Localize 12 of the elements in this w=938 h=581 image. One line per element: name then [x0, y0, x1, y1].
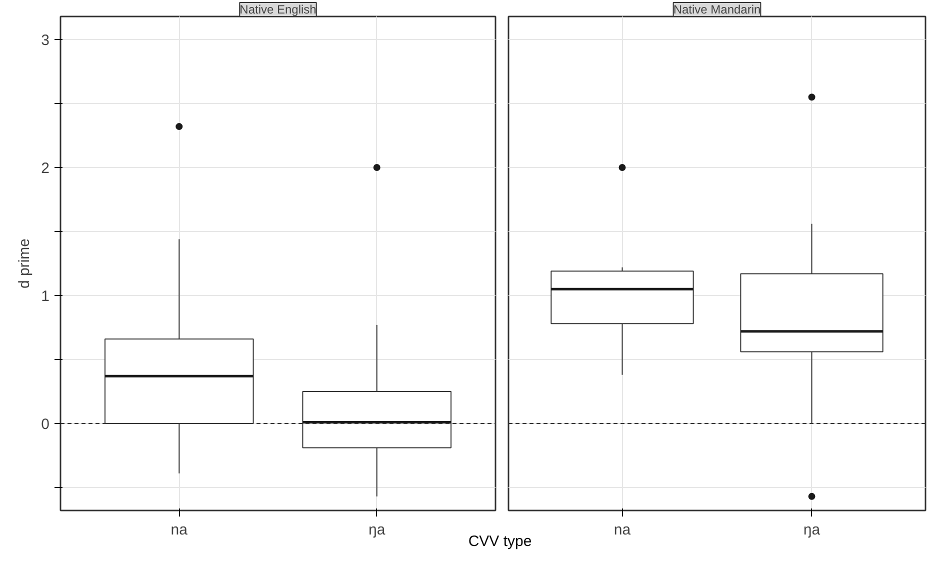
x-tick-label: ŋa [803, 522, 821, 538]
x-tick-label: na [614, 522, 632, 538]
y-tick-label: 1 [41, 288, 50, 305]
y-axis-title: d prime [16, 238, 34, 289]
x-tick-label: ŋa [368, 522, 386, 538]
y-tick-label: 2 [41, 160, 50, 178]
x-axis-title: CVV type [468, 532, 532, 552]
chart-title: Native English [240, 2, 316, 16]
chart-title: Native Mandarin [673, 2, 761, 16]
y-tick-label: 0 [41, 416, 50, 433]
x-tick-label: na [170, 522, 188, 538]
y-tick-label: 3 [41, 32, 50, 50]
